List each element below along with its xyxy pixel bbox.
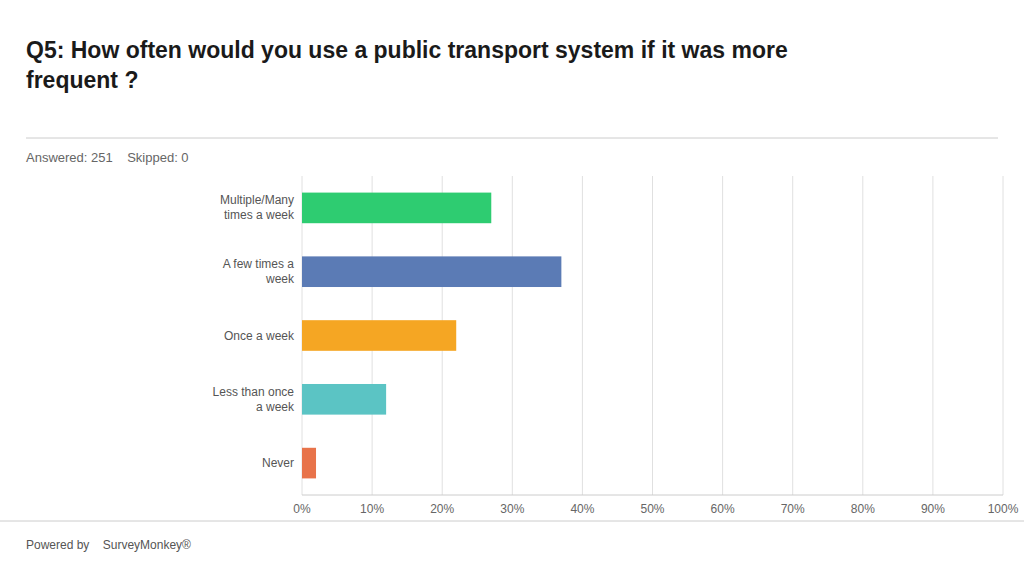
subtitle: Answered: 251 Skipped: 0 <box>26 150 189 165</box>
tick-label: 10% <box>360 502 384 516</box>
category-label: Less than oncea week <box>213 385 295 414</box>
tick-label: 30% <box>500 502 524 516</box>
text-line: Less than once <box>213 385 295 399</box>
text-line: Multiple/Many <box>220 193 294 207</box>
grid-line <box>862 176 863 495</box>
bar <box>302 256 561 287</box>
text-line: A few times a <box>223 257 295 271</box>
grid-line <box>722 176 723 495</box>
text-line: week <box>265 272 295 286</box>
text-line: frequent ? <box>26 67 138 93</box>
category-label: Once a week <box>224 329 295 343</box>
tick-label: 80% <box>851 502 875 516</box>
separator <box>26 138 998 139</box>
tick-label: 90% <box>921 502 945 516</box>
bar <box>302 384 386 415</box>
tick-label: 100% <box>988 502 1019 516</box>
category-label: A few times aweek <box>223 257 295 286</box>
grid <box>302 176 1003 495</box>
tick-label: 70% <box>781 502 805 516</box>
footer-separator <box>0 521 1024 522</box>
bars <box>302 193 561 479</box>
chart-root: Q5: How often would you use a public tra… <box>0 0 1024 576</box>
grid-line <box>582 176 583 495</box>
x-axis-line <box>302 495 1003 496</box>
footer-text: Powered by SurveyMonkey® <box>26 538 191 552</box>
grid-line <box>932 176 933 495</box>
category-label: Never <box>262 456 294 470</box>
grid-line <box>652 176 653 495</box>
y-labels: Multiple/Manytimes a week A few times awe… <box>213 193 295 470</box>
text-line: Never <box>262 456 294 470</box>
bar <box>302 448 316 479</box>
text-line: a week <box>256 400 295 414</box>
grid-line <box>792 176 793 495</box>
tick-label: 40% <box>570 502 594 516</box>
background <box>0 0 1024 576</box>
grid-line <box>512 176 513 495</box>
title: Q5: How often would you use a public tra… <box>26 37 788 93</box>
tick-label: 20% <box>430 502 454 516</box>
tick-label: 50% <box>640 502 664 516</box>
tick-label: 60% <box>711 502 735 516</box>
bar <box>302 320 456 351</box>
text-line: Q5: How often would you use a public tra… <box>26 37 788 63</box>
text-line: Once a week <box>224 329 295 343</box>
chart-svg: Q5: How often would you use a public tra… <box>0 0 1024 576</box>
grid-line <box>1003 176 1004 495</box>
bar <box>302 193 491 224</box>
tick-label: 0% <box>293 502 311 516</box>
text-line: times a week <box>224 208 295 222</box>
x-ticks: 0% 10% 20% 30% 40% 50% 60% 70% 80% 90% 100% <box>293 502 1018 516</box>
category-label: Multiple/Manytimes a week <box>220 193 295 222</box>
